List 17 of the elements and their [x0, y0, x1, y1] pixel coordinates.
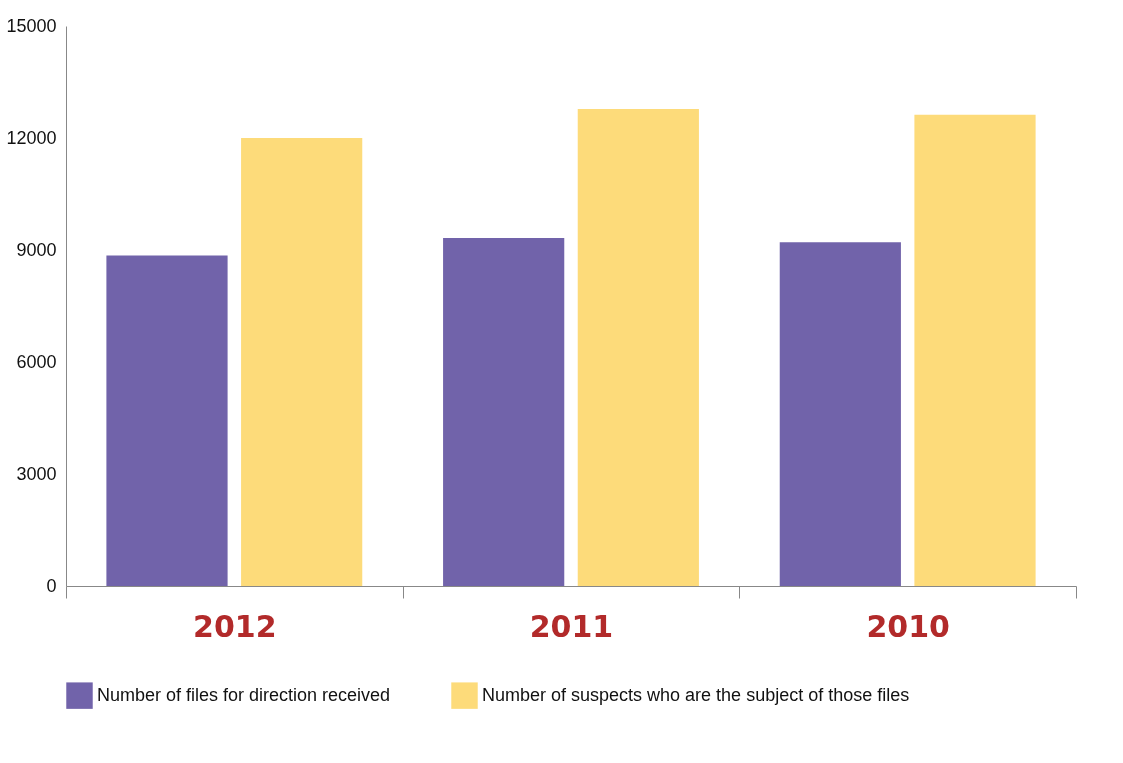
legend-label: Number of suspects who are the subject of those files: [482, 684, 910, 705]
y-tick-label: 0: [46, 575, 57, 596]
bar: [443, 238, 565, 586]
legend-label: Number of files for direction received: [97, 684, 391, 705]
bar: [779, 242, 901, 586]
y-tick-label: 3000: [16, 463, 57, 484]
y-tick-label: 6000: [16, 351, 57, 372]
bar: [577, 108, 699, 586]
x-tick-label: 2010: [866, 608, 950, 644]
y-tick-label: 9000: [16, 239, 57, 260]
bar: [914, 114, 1036, 586]
x-tick-label: 2011: [529, 608, 614, 644]
y-tick-label: 12000: [6, 127, 57, 148]
y-tick-label: 15000: [6, 15, 57, 36]
bar: [241, 138, 363, 586]
bar: [106, 255, 228, 586]
x-tick-label: 2012: [193, 608, 277, 644]
